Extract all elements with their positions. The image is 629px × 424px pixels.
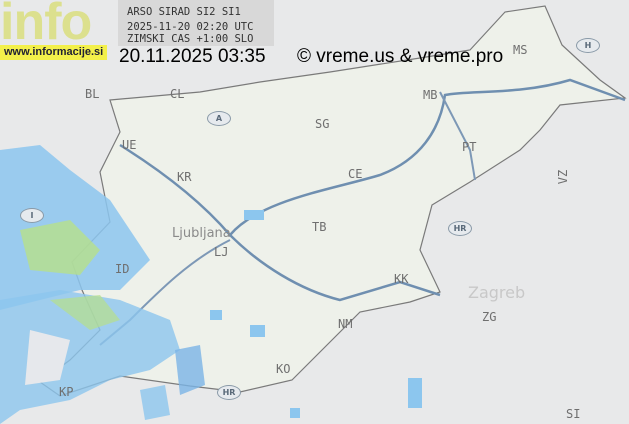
city-code: ID [115, 262, 130, 276]
radar-echo [25, 330, 70, 385]
city-name-zagreb: Zagreb [468, 283, 526, 302]
city-code: MS [513, 43, 528, 57]
country-badge-croatia-south: HR [217, 385, 241, 400]
radar-echo [0, 290, 180, 424]
city-code: KP [59, 385, 74, 399]
city-code: SG [315, 117, 330, 131]
header-panel [118, 0, 274, 46]
timezone-note: ZIMSKI CAS +1:00 SLO [127, 33, 254, 45]
city-code: NM [338, 317, 353, 331]
river-sava [119, 143, 441, 302]
radar-echo [408, 378, 422, 408]
radar-echo [20, 220, 100, 275]
radar-echo [244, 210, 264, 220]
country-badge-hungary: H [576, 38, 600, 53]
city-code: KR [177, 170, 192, 184]
radar-echo [140, 385, 170, 420]
radar-source: ARSO SIRAD SI2 SI1 [127, 6, 241, 18]
country-badge-croatia: HR [448, 221, 472, 236]
river-drava [229, 78, 626, 236]
city-code: CE [348, 167, 363, 181]
radar-echo [210, 310, 222, 320]
city-code: ZG [482, 310, 497, 324]
local-timestamp: 20.11.2025 03:35 [119, 46, 266, 67]
city-code: CL [170, 87, 185, 101]
utc-time: 2025-11-20 02:20 UTC [127, 21, 254, 33]
info-logo: info [0, 0, 92, 44]
city-code: MB [423, 88, 438, 102]
city-code: UE [122, 138, 137, 152]
country-badge-italy: I [20, 208, 44, 223]
city-code: VZ [556, 169, 571, 185]
city-code: SI [566, 407, 581, 421]
copyright: © vreme.us & vreme.pro [297, 46, 504, 67]
radar-echoes [0, 145, 422, 424]
city-code: KO [276, 362, 291, 376]
logo-url-link[interactable]: www.informacije.si [0, 45, 108, 60]
radar-echo [290, 408, 300, 418]
city-code: KK [394, 272, 409, 286]
radar-echo [250, 325, 265, 337]
country-badge-austria: A [207, 111, 231, 126]
city-code: TB [312, 220, 327, 234]
city-code: BL [85, 87, 100, 101]
city-code: LJ [214, 245, 229, 259]
radar-echo [175, 345, 205, 395]
city-name-ljubljana: Ljubljana [172, 226, 231, 241]
city-code: PT [462, 140, 477, 154]
radar-echo [50, 295, 120, 330]
